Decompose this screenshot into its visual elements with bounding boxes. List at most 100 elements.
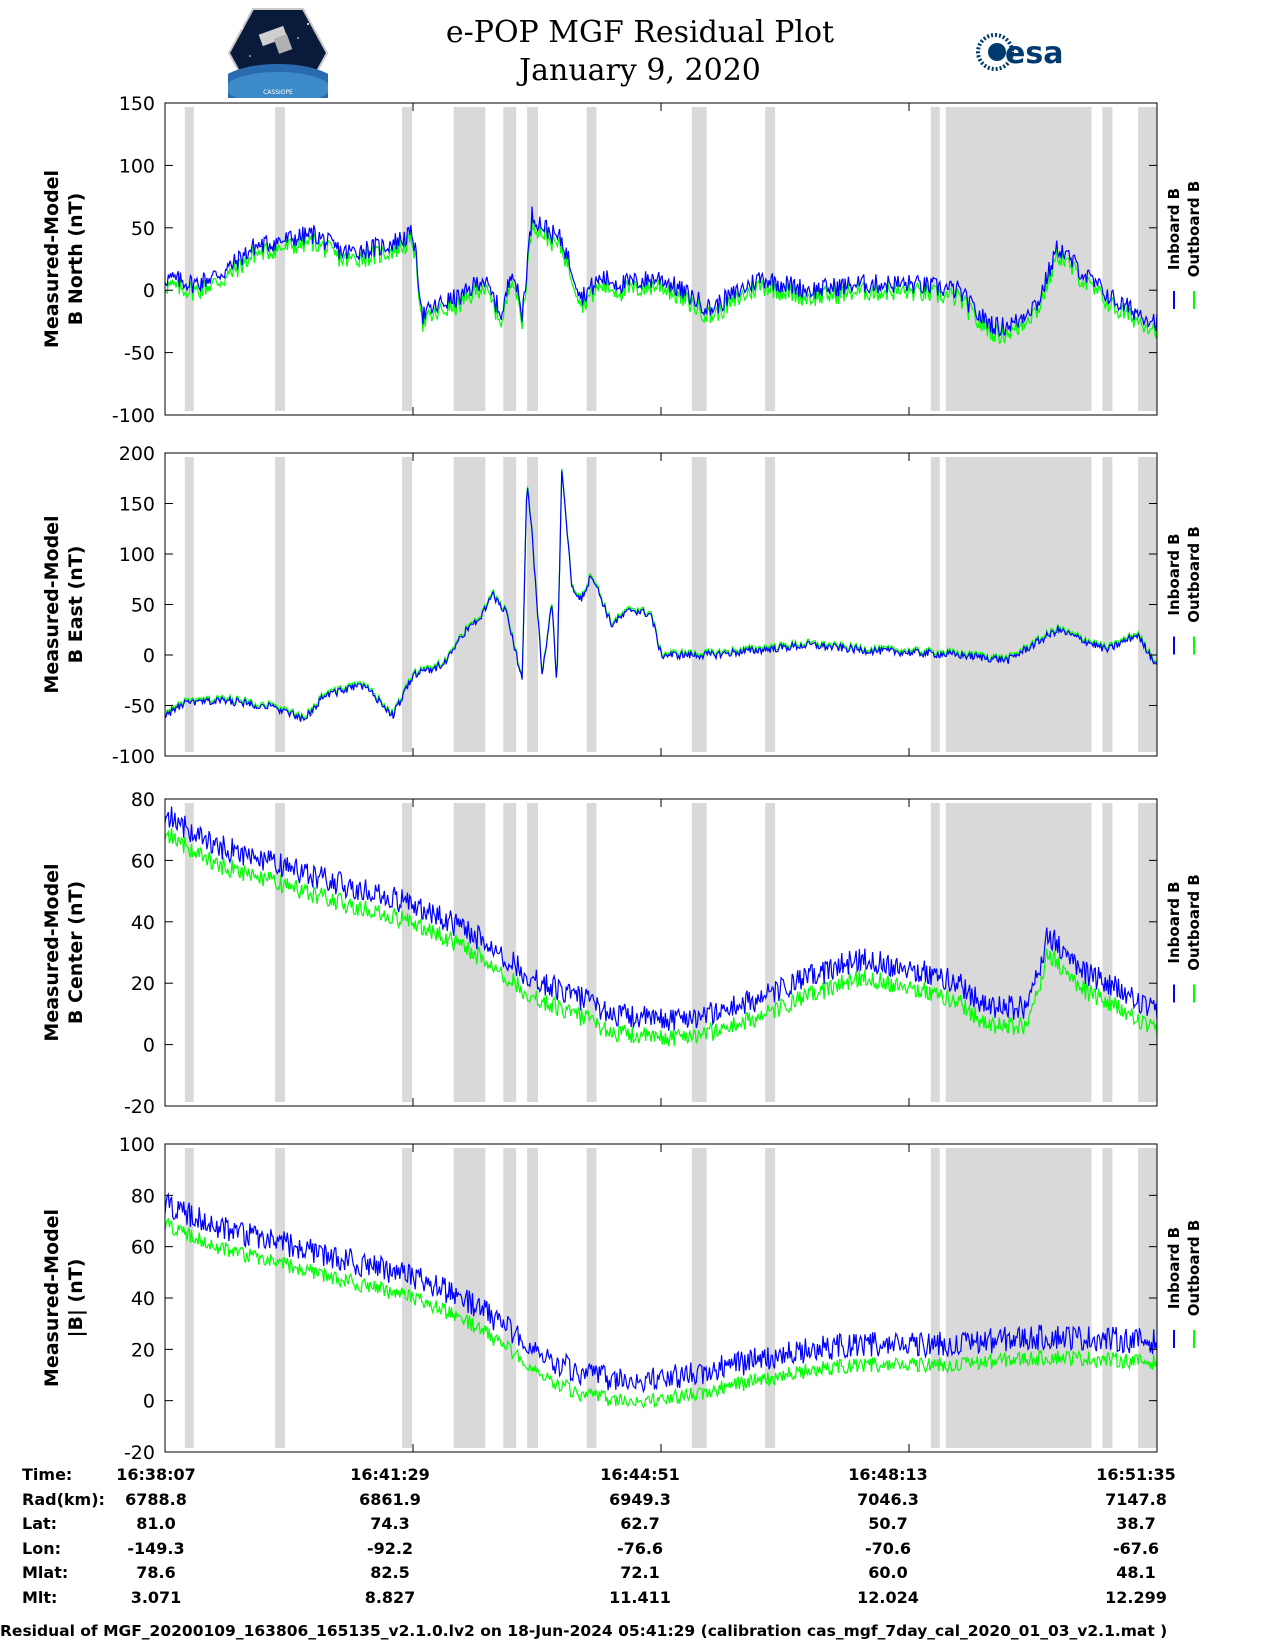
ephemeris-value: 16:41:29 (350, 1465, 430, 1484)
legend-inboard-label: Inboard B (1165, 1227, 1183, 1309)
data-gap-band (1102, 107, 1113, 411)
legend: Inboard B Outboard B (1165, 874, 1203, 1003)
y-tick-label: -20 (124, 1442, 155, 1460)
title-line-2: January 9, 2020 (519, 53, 761, 88)
y-tick-label: -50 (124, 343, 155, 365)
esa-logo: esa (976, 33, 1063, 71)
ephemeris-row: Lon: -149.3 -92.2 -76.6 -70.6 -67.6 (22, 1539, 1262, 1564)
y-tick-label: 80 (131, 1185, 155, 1207)
outboard-series-line (164, 1217, 1158, 1409)
data-gap-band (765, 457, 776, 752)
data-gap-band (503, 457, 517, 752)
chart-panel-3: -20 0 20 40 60 80 Measured-Model B Center (nT) I… (41, 789, 1203, 1118)
y-tick-label: 0 (143, 1391, 155, 1413)
ephemeris-value: 60.0 (868, 1563, 908, 1582)
y-tick-label: 150 (119, 93, 155, 115)
data-gap-band (275, 1148, 286, 1448)
data-gap-band (765, 803, 776, 1102)
ephemeris-value: -70.6 (864, 1538, 912, 1558)
data-gap-band (503, 107, 517, 411)
y-tick-label: -100 (112, 746, 155, 768)
data-gap-band (402, 803, 413, 1102)
legend-inboard-label: Inboard B (1165, 881, 1183, 963)
ephemeris-value: 78.6 (136, 1563, 176, 1582)
ephemeris-value: 16:48:13 (848, 1465, 928, 1484)
ephemeris-row-label: Mlt: (22, 1587, 58, 1607)
data-gap-band (955, 803, 1092, 1102)
data-gap-band (275, 457, 286, 752)
chart-panel-1: -100 -50 0 50 100 150 Measured-Model B North (n… (41, 93, 1203, 427)
ephemeris-row-label: Time: (22, 1465, 73, 1484)
outboard-series-line (164, 827, 1158, 1047)
ephemeris-row-label: Rad(km): (22, 1489, 105, 1509)
ephemeris-row: Lat: 81.0 74.3 62.7 50.7 38.7 (22, 1514, 1262, 1539)
data-gap-band (184, 1148, 194, 1448)
ephemeris-table: Time: 16:38:07 16:41:29 16:44:51 16:48:13 16:… (22, 1465, 1262, 1612)
data-gap-band (402, 1148, 413, 1448)
ephemeris-value: -76.6 (616, 1538, 664, 1558)
ephemeris-value: 6949.3 (609, 1489, 671, 1509)
data-gap-band (503, 803, 517, 1102)
data-gap-band (275, 107, 286, 411)
ephemeris-value: 7046.3 (857, 1489, 919, 1509)
data-gap-band (527, 803, 538, 1102)
ephemeris-value: 16:51:35 (1096, 1465, 1176, 1484)
data-gap-band (930, 107, 940, 411)
y-tick-label: 0 (143, 1035, 155, 1057)
legend: Inboard B Outboard B (1165, 526, 1203, 655)
y-axis-label: Measured-Model |B| (nT) (41, 1209, 87, 1387)
y-tick-label: 40 (131, 912, 155, 934)
y-tick-label: 0 (143, 645, 155, 667)
data-gap-band (1138, 457, 1157, 752)
ephemeris-value: 82.5 (370, 1563, 410, 1582)
data-gap-band (765, 107, 776, 411)
inboard-series-line (164, 206, 1158, 338)
ephemeris-value: -67.6 (1112, 1538, 1160, 1558)
ephemeris-row-label: Lon: (22, 1538, 61, 1558)
ephemeris-value: 50.7 (868, 1514, 908, 1533)
residual-charts: -100 -50 0 50 100 150 Measured-Model B North (n… (41, 93, 1203, 1460)
y-tick-label: 20 (131, 1339, 155, 1361)
legend-inboard-label: Inboard B (1165, 188, 1183, 270)
data-gap-band (945, 107, 956, 411)
ephemeris-value: 6788.8 (125, 1489, 187, 1509)
data-gap-band (586, 803, 597, 1102)
data-gap-band (930, 457, 940, 752)
data-gap-band (930, 803, 940, 1102)
svg-text:CASSIOPE: CASSIOPE (263, 89, 293, 96)
data-gap-band (1102, 457, 1113, 752)
footer-caption: Residual of MGF_20200109_163806_165135_v… (0, 1622, 1168, 1640)
y-tick-label: 80 (131, 789, 155, 811)
data-gap-band (275, 803, 286, 1102)
data-gap-band (945, 457, 956, 752)
ephemeris-row: Rad(km): 6788.8 6861.9 6949.3 7046.3 7147.8 (22, 1490, 1262, 1515)
svg-text:esa: esa (1005, 36, 1063, 71)
y-tick-label: 50 (131, 595, 155, 617)
data-gap-band (402, 107, 413, 411)
y-tick-label: 100 (119, 1134, 155, 1156)
y-tick-label: 0 (143, 280, 155, 302)
inboard-series-line (164, 806, 1158, 1031)
y-tick-label: 100 (119, 544, 155, 566)
legend-outboard-label: Outboard B (1185, 181, 1203, 278)
y-tick-label: 150 (119, 494, 155, 516)
ephemeris-value: 6861.9 (359, 1489, 421, 1509)
ephemeris-value: 81.0 (136, 1514, 176, 1533)
y-axis-label: Measured-Model B East (nT) (41, 515, 87, 693)
y-tick-label: 200 (119, 443, 155, 465)
data-gap-band (1102, 803, 1113, 1102)
data-gap-band (184, 803, 194, 1102)
y-axis-label: Measured-Model B North (nT) (41, 170, 87, 348)
data-gap-band (955, 457, 1092, 752)
ephemeris-row-label: Lat: (22, 1514, 58, 1533)
ephemeris-value: -92.2 (366, 1538, 414, 1558)
data-gap-band (184, 457, 194, 752)
data-gap-band (945, 1148, 956, 1448)
y-tick-label: -20 (124, 1096, 155, 1118)
chart-panel-4: -20 0 20 40 60 80 100 Measured-Model |B| (nT) Inb… (41, 1134, 1203, 1460)
data-gap-band (691, 107, 707, 411)
plot-title: e-POP MGF Residual Plot January 9, 2020 (400, 14, 880, 90)
data-gap-band (184, 107, 194, 411)
data-gap-band (586, 107, 597, 411)
data-gap-band (586, 1148, 597, 1448)
